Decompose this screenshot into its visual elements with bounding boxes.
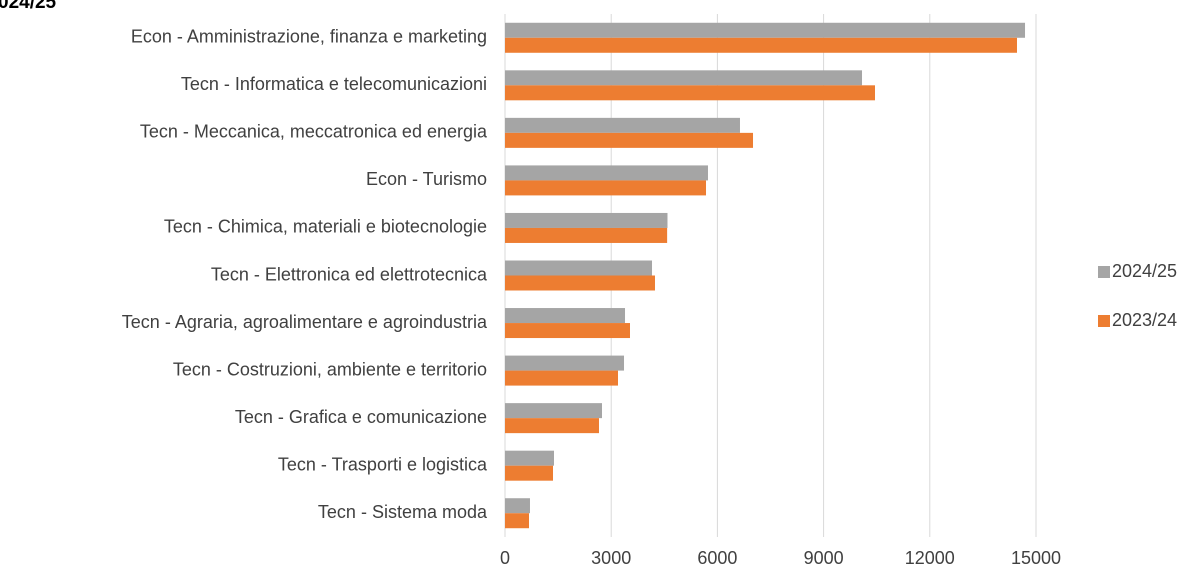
x-tick-label: 3000 — [591, 548, 631, 568]
bar — [505, 418, 599, 434]
y-tick-label: Tecn - Meccanica, meccatronica ed energi… — [140, 122, 488, 142]
bar — [505, 132, 754, 148]
bar — [505, 260, 653, 276]
y-tick-label: Econ - Turismo — [366, 169, 487, 189]
bar — [505, 22, 1026, 38]
bar — [505, 308, 626, 324]
legend-label: 2023/24 — [1112, 310, 1177, 330]
bar — [505, 117, 740, 133]
legend-swatch — [1098, 266, 1110, 278]
chart-title: 024/25 — [0, 0, 57, 13]
x-tick-label: 15000 — [1011, 548, 1061, 568]
bar — [505, 212, 668, 228]
bar — [505, 498, 530, 514]
bar — [505, 85, 876, 101]
bar — [505, 180, 707, 196]
bar — [505, 37, 1017, 53]
y-tick-label: Econ - Amministrazione, finanza e market… — [131, 27, 487, 47]
y-tick-label: Tecn - Agraria, agroalimentare e agroind… — [122, 312, 488, 332]
y-tick-label: Tecn - Chimica, materiali e biotecnologi… — [164, 217, 487, 237]
bar — [505, 323, 630, 339]
bar — [505, 275, 655, 291]
bar — [505, 355, 625, 371]
legend-swatch — [1098, 315, 1110, 327]
bar — [505, 227, 668, 243]
bar — [505, 370, 618, 386]
x-tick-label: 6000 — [697, 548, 737, 568]
y-tick-label: Tecn - Elettronica ed elettrotecnica — [211, 264, 488, 284]
x-tick-label: 12000 — [905, 548, 955, 568]
x-tick-label: 0 — [500, 548, 510, 568]
y-tick-label: Tecn - Informatica e telecomunicazioni — [181, 74, 487, 94]
legend-label: 2024/25 — [1112, 261, 1177, 281]
y-tick-label: Tecn - Sistema moda — [318, 502, 488, 522]
bar — [505, 403, 602, 419]
bar — [505, 465, 554, 481]
y-tick-label: Tecn - Trasporti e logistica — [278, 454, 488, 474]
x-tick-label: 9000 — [804, 548, 844, 568]
bar — [505, 165, 708, 181]
bar — [505, 450, 554, 466]
y-tick-label: Tecn - Costruzioni, ambiente e territori… — [173, 359, 487, 379]
bar — [505, 513, 530, 529]
bar — [505, 70, 863, 86]
y-tick-label: Tecn - Grafica e comunicazione — [235, 407, 487, 427]
